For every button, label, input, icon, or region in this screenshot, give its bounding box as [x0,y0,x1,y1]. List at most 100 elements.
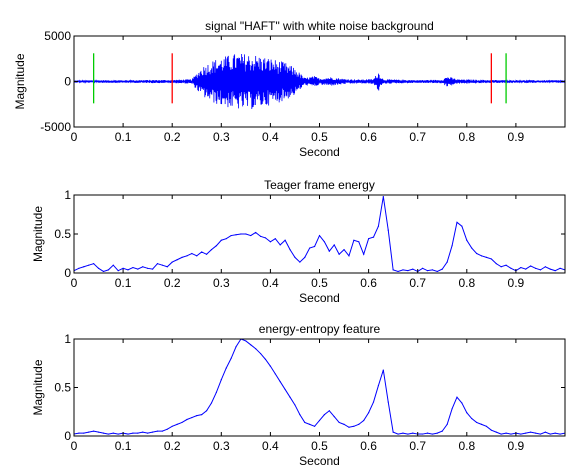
data-point [142,431,144,433]
x-tick-label: 0.9 [508,130,525,144]
chart-title: Teager frame energy [264,178,375,192]
data-point [171,425,173,427]
data-point [245,233,247,235]
data-point [151,268,154,270]
x-tick-label: 0.1 [115,439,132,453]
x-tick-label: 0.7 [409,276,426,290]
data-point [117,433,119,435]
data-point [225,238,227,240]
data-point [328,410,330,412]
data-point [107,269,109,271]
data-point [137,268,139,270]
data-point [534,267,537,269]
data-point [294,256,296,258]
x-axis-label: Second [299,454,340,468]
data-point [554,270,556,272]
data-point [205,410,208,412]
data-point [343,249,345,251]
x-tick-label: 0.3 [213,130,230,144]
data-point [191,252,193,255]
data-point [97,431,100,433]
data-point [466,412,468,414]
data-point [196,415,198,417]
x-tick-label: 0.1 [115,130,132,144]
x-tick-label: 0.3 [213,439,230,453]
data-point [471,417,473,420]
data-point [461,225,463,227]
data-point [338,253,340,255]
data-point [215,245,217,247]
data-point [353,239,355,241]
data-point [225,367,227,369]
data-point [485,256,488,258]
data-point [422,433,424,435]
data-point [510,267,512,269]
y-tick-label: 1 [64,188,71,202]
x-tick-label: 0.1 [115,276,132,290]
data-point [328,250,330,252]
x-tick-label: 0.7 [409,130,426,144]
data-point [392,431,394,433]
data-point [235,234,237,236]
data-point [500,266,502,268]
data-point [368,412,370,414]
data-point [441,430,443,432]
data-point [372,401,375,403]
data-point [363,419,365,422]
data-point [471,247,473,249]
data-point [431,433,434,435]
data-point [505,432,507,434]
data-point [382,195,384,198]
data-point [83,432,85,434]
data-point [530,265,532,267]
data-point [426,270,429,272]
data-point [407,433,409,435]
x-tick-label: 0.2 [164,439,181,453]
x-axis-label: Second [299,145,340,159]
data-point [255,348,257,350]
data-point [392,269,394,271]
data-point [348,255,350,257]
data-point [480,255,483,257]
data-point [274,373,276,375]
data-point [313,425,316,427]
data-point [127,269,129,271]
x-tick-label: 0.8 [458,130,475,144]
data-point [495,431,497,433]
data-point [490,258,492,260]
data-point [156,263,159,265]
y-tick-label: -5000 [40,120,71,134]
chart-panel-2: 0 0.1 0.2 0.3 0.4 0.5 0.6 0.7 0.8 0.9 0 0.5 1 Teager … [31,178,566,305]
plot-series-group [74,339,565,435]
x-tick-label: 0.4 [262,130,279,144]
data-point [269,365,271,367]
data-point [525,432,527,434]
data-point [446,423,448,425]
x-axis-label: Second [299,291,340,305]
data-point [422,267,424,269]
data-point [176,259,178,261]
x-tick-label: 0.7 [409,439,426,453]
data-point [549,268,551,270]
x-tick-label: 0.5 [311,130,328,144]
data-point [520,433,522,435]
data-point [313,245,316,248]
x-tick-label: 0.8 [458,439,475,453]
data-point [102,432,105,434]
x-tick-label: 0.2 [164,130,181,144]
data-point [127,433,129,435]
plot-area [74,339,565,436]
data-point [279,244,281,246]
y-tick-label: 0 [64,266,71,280]
data-point [210,402,213,404]
x-tick-label: 0.9 [508,276,525,290]
chart-panel-1: 0 0.1 0.2 0.3 0.4 0.5 0.6 0.7 0.8 0.9-500005000si… [13,19,566,159]
plot-area [74,195,565,273]
data-point [368,238,370,240]
data-point [500,433,502,435]
data-point [161,430,163,432]
data-point [490,429,492,431]
data-point [544,266,546,268]
y-tick-label: 0 [64,429,71,443]
data-point [358,423,360,425]
